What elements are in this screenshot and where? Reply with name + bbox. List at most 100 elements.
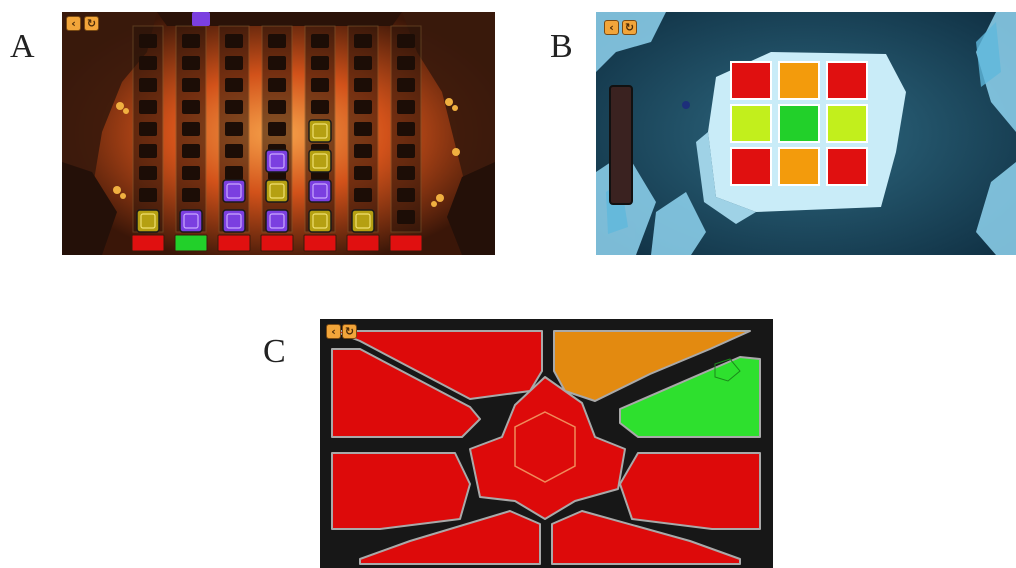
indicator-red bbox=[303, 234, 337, 252]
empty-slot bbox=[182, 188, 200, 202]
yellow-block[interactable] bbox=[265, 179, 289, 203]
empty-slot bbox=[182, 56, 200, 70]
yellow-block-detail bbox=[355, 213, 371, 229]
region-map bbox=[331, 330, 761, 565]
empty-slot bbox=[397, 144, 415, 158]
empty-slot bbox=[354, 188, 372, 202]
empty-slot bbox=[225, 78, 243, 92]
empty-slot bbox=[397, 210, 415, 224]
empty-slot bbox=[354, 144, 372, 158]
empty-slot bbox=[182, 34, 200, 48]
progress-gauge bbox=[609, 85, 633, 205]
yellow-block-detail bbox=[269, 183, 285, 199]
tile-grid bbox=[730, 61, 868, 186]
purple-block[interactable] bbox=[308, 179, 332, 203]
empty-slot bbox=[225, 34, 243, 48]
yellow-block-detail bbox=[140, 213, 156, 229]
tile-red[interactable] bbox=[730, 61, 772, 100]
tile-orange[interactable] bbox=[778, 147, 820, 186]
indicator-red bbox=[131, 234, 165, 252]
indicator-red bbox=[346, 234, 380, 252]
empty-slot bbox=[354, 34, 372, 48]
empty-slot bbox=[139, 144, 157, 158]
back-button[interactable]: ‹ bbox=[66, 16, 81, 31]
empty-slot bbox=[311, 34, 329, 48]
purple-block[interactable] bbox=[265, 209, 289, 233]
empty-slot bbox=[311, 100, 329, 114]
empty-slot bbox=[397, 78, 415, 92]
empty-slot bbox=[268, 34, 286, 48]
purple-block-detail bbox=[269, 213, 285, 229]
region-marking bbox=[714, 358, 741, 382]
region-upper-right[interactable] bbox=[619, 356, 761, 438]
tile-orange[interactable] bbox=[778, 61, 820, 100]
column-blocks bbox=[136, 119, 375, 233]
empty-slot bbox=[139, 34, 157, 48]
empty-slot bbox=[354, 122, 372, 136]
yellow-block[interactable] bbox=[351, 209, 375, 233]
empty-slot bbox=[397, 100, 415, 114]
empty-slot bbox=[397, 188, 415, 202]
region-lower-right[interactable] bbox=[619, 452, 761, 530]
purple-block-detail bbox=[312, 183, 328, 199]
empty-slot bbox=[139, 100, 157, 114]
purple-block[interactable] bbox=[265, 149, 289, 173]
tile-red[interactable] bbox=[730, 147, 772, 186]
tile-yellow-green[interactable] bbox=[730, 104, 772, 143]
empty-slot bbox=[397, 166, 415, 180]
indicator-red bbox=[389, 234, 423, 252]
empty-slot bbox=[225, 122, 243, 136]
panel-c-screenshot: ‹ ↻ bbox=[320, 319, 773, 568]
empty-slot bbox=[354, 166, 372, 180]
empty-slot bbox=[139, 166, 157, 180]
region-top-right[interactable] bbox=[553, 330, 751, 402]
yellow-block[interactable] bbox=[308, 119, 332, 143]
purple-block[interactable] bbox=[179, 209, 203, 233]
tile-red[interactable] bbox=[826, 61, 868, 100]
purple-block[interactable] bbox=[222, 209, 246, 233]
tile-green[interactable] bbox=[778, 104, 820, 143]
restart-button[interactable]: ↻ bbox=[84, 16, 99, 31]
empty-slot bbox=[397, 56, 415, 70]
yellow-block[interactable] bbox=[308, 149, 332, 173]
yellow-block[interactable] bbox=[308, 209, 332, 233]
yellow-block[interactable] bbox=[136, 209, 160, 233]
yellow-block-detail bbox=[312, 153, 328, 169]
restart-button[interactable]: ↻ bbox=[342, 324, 357, 339]
region-upper-left[interactable] bbox=[331, 348, 481, 438]
back-button[interactable]: ‹ bbox=[604, 20, 619, 35]
tile-yellow-green[interactable] bbox=[826, 104, 868, 143]
purple-block-detail bbox=[226, 213, 242, 229]
purple-block[interactable] bbox=[222, 179, 246, 203]
region-lower-left[interactable] bbox=[331, 452, 471, 530]
tile-red[interactable] bbox=[826, 147, 868, 186]
region-puzzle-scene bbox=[320, 319, 773, 568]
empty-slot bbox=[139, 122, 157, 136]
back-button[interactable]: ‹ bbox=[326, 324, 341, 339]
restart-button[interactable]: ↻ bbox=[622, 20, 637, 35]
empty-slot bbox=[225, 56, 243, 70]
empty-slot bbox=[354, 78, 372, 92]
empty-slot bbox=[139, 56, 157, 70]
empty-slot bbox=[268, 100, 286, 114]
empty-slot bbox=[268, 56, 286, 70]
region-bottom-right[interactable] bbox=[551, 510, 741, 565]
panel-label-b: B bbox=[550, 28, 573, 65]
empty-slot bbox=[182, 122, 200, 136]
yellow-block-detail bbox=[312, 123, 328, 139]
panel-label-a: A bbox=[10, 28, 35, 65]
empty-slot bbox=[182, 78, 200, 92]
purple-block-detail bbox=[226, 183, 242, 199]
empty-slot bbox=[139, 78, 157, 92]
empty-slot bbox=[139, 188, 157, 202]
region-center[interactable] bbox=[469, 376, 626, 520]
held-block[interactable] bbox=[192, 12, 210, 26]
empty-slot bbox=[268, 122, 286, 136]
empty-slot bbox=[354, 56, 372, 70]
indicator-red bbox=[260, 234, 294, 252]
panel-label-c: C bbox=[263, 333, 286, 370]
indicator-green bbox=[174, 234, 208, 252]
panel-b-screenshot: ‹ ↻ bbox=[596, 12, 1016, 255]
indicator-red bbox=[217, 234, 251, 252]
region-bottom-left[interactable] bbox=[359, 510, 541, 565]
